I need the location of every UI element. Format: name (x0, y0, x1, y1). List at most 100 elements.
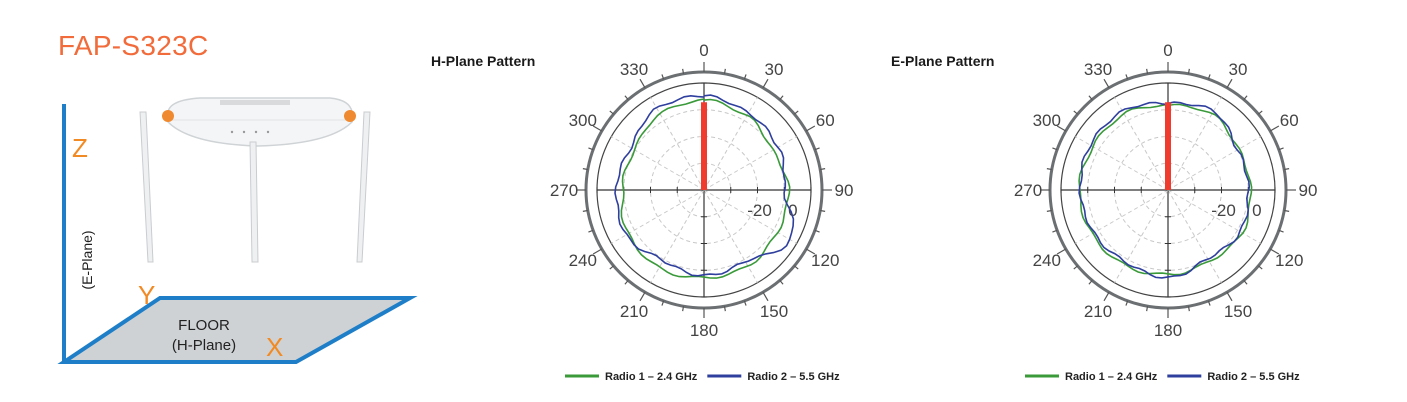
orientation-diagram: Z Y X (E-Plane) FLOOR (H-Plane) (57, 97, 418, 364)
angle-tick (639, 78, 646, 89)
angle-tick (794, 265, 799, 270)
angle-label: 180 (690, 321, 718, 340)
angle-tick (1269, 125, 1280, 132)
legend-label-2: Radio 2 – 5.5 GHz (1207, 371, 1300, 383)
ring-label: 0 (1252, 201, 1261, 220)
radial-gridline (611, 189, 705, 244)
angle-tick (582, 168, 588, 171)
angle-tick (794, 110, 799, 115)
angle-tick (1125, 74, 1129, 80)
axis-x-label: X (266, 332, 283, 362)
angle-label: 210 (1084, 302, 1112, 321)
angle-tick (1226, 78, 1233, 89)
angle-tick (1269, 248, 1280, 255)
angle-tick (723, 306, 726, 312)
ring-label: 0 (788, 201, 797, 220)
angle-tick (779, 95, 784, 100)
legend-label-2: Radio 2 – 5.5 GHz (747, 371, 840, 383)
h-plane-polar-plot: H-Plane Pattern 0 30 60 90 120 150 180 210 240 27… (431, 41, 853, 383)
radial-gridline (703, 189, 797, 244)
angle-tick (682, 68, 685, 74)
floor-label: FLOOR (178, 317, 230, 334)
radial-gridline (1167, 189, 1261, 244)
angle-tick (1284, 209, 1290, 212)
angle-tick (1278, 147, 1284, 151)
radial-gridline (650, 97, 705, 191)
angle-label: 90 (835, 181, 854, 200)
angle-tick (820, 209, 826, 212)
angle-label: 0 (1163, 41, 1172, 60)
radial-gridline (650, 189, 705, 283)
e-plane-title: E-Plane Pattern (891, 53, 994, 69)
e-plane-label: (E-Plane) (79, 230, 95, 289)
angle-tick (1278, 229, 1284, 233)
radial-gridline (1167, 97, 1222, 191)
angle-tick (1258, 110, 1263, 115)
angle-tick (609, 265, 614, 270)
angle-tick (682, 306, 685, 312)
ring-label: -20 (747, 201, 772, 220)
main-lobe-marker (1165, 102, 1171, 190)
radial-gridline (703, 189, 758, 283)
series-line-2 (614, 94, 795, 277)
radial-gridline (703, 97, 758, 191)
radial-gridline (611, 136, 705, 191)
angle-tick (588, 229, 594, 233)
floor-h-plane-label: (H-Plane) (172, 337, 236, 354)
angle-tick (762, 78, 769, 89)
angle-tick (1284, 168, 1290, 171)
axis-z-label: Z (72, 133, 88, 163)
angle-tick (661, 74, 665, 80)
angle-label: 270 (1014, 181, 1042, 200)
axis-y-label: Y (138, 280, 155, 310)
legend-label-1: Radio 1 – 2.4 GHz (605, 371, 698, 383)
angle-tick (762, 291, 769, 302)
angle-tick (1207, 300, 1211, 306)
angle-tick (1207, 74, 1211, 80)
angle-label: 90 (1299, 181, 1318, 200)
angle-label: 150 (760, 302, 788, 321)
angle-label: 60 (816, 111, 835, 130)
angle-tick (1103, 291, 1110, 302)
angle-tick (1088, 280, 1093, 285)
angle-tick (1243, 95, 1248, 100)
angle-label: 150 (1224, 302, 1252, 321)
angle-tick (805, 125, 816, 132)
ring-label: -20 (1211, 201, 1236, 220)
angle-tick (1146, 68, 1149, 74)
radial-gridline (1075, 189, 1169, 244)
angle-tick (1103, 78, 1110, 89)
floor-plane (57, 296, 418, 364)
angle-tick (661, 300, 665, 306)
angle-tick (1046, 209, 1052, 212)
radial-gridline (1114, 97, 1169, 191)
angle-label: 240 (569, 251, 597, 270)
angle-label: 270 (550, 181, 578, 200)
access-point-image (139, 97, 371, 263)
angle-tick (1125, 300, 1129, 306)
angle-label: 30 (765, 60, 784, 79)
radial-gridline (1114, 189, 1169, 283)
angle-label: 120 (1275, 251, 1303, 270)
angle-tick (1052, 147, 1058, 151)
angle-tick (1226, 291, 1233, 302)
angle-tick (1056, 248, 1067, 255)
angle-tick (743, 74, 747, 80)
angle-tick (1056, 125, 1067, 132)
angle-tick (814, 147, 820, 151)
main-lobe-marker (701, 102, 707, 190)
angle-tick (1052, 229, 1058, 233)
angle-tick (1073, 265, 1078, 270)
angle-tick (1073, 110, 1078, 115)
model-title: FAP-S323C (58, 30, 209, 61)
angle-tick (814, 229, 820, 233)
h-plane-title: H-Plane Pattern (431, 53, 535, 69)
angle-label: 60 (1280, 111, 1299, 130)
angle-tick (609, 110, 614, 115)
angle-tick (1243, 280, 1248, 285)
angle-tick (1187, 68, 1190, 74)
angle-tick (805, 248, 816, 255)
radial-gridline (703, 136, 797, 191)
angle-label: 240 (1033, 251, 1061, 270)
